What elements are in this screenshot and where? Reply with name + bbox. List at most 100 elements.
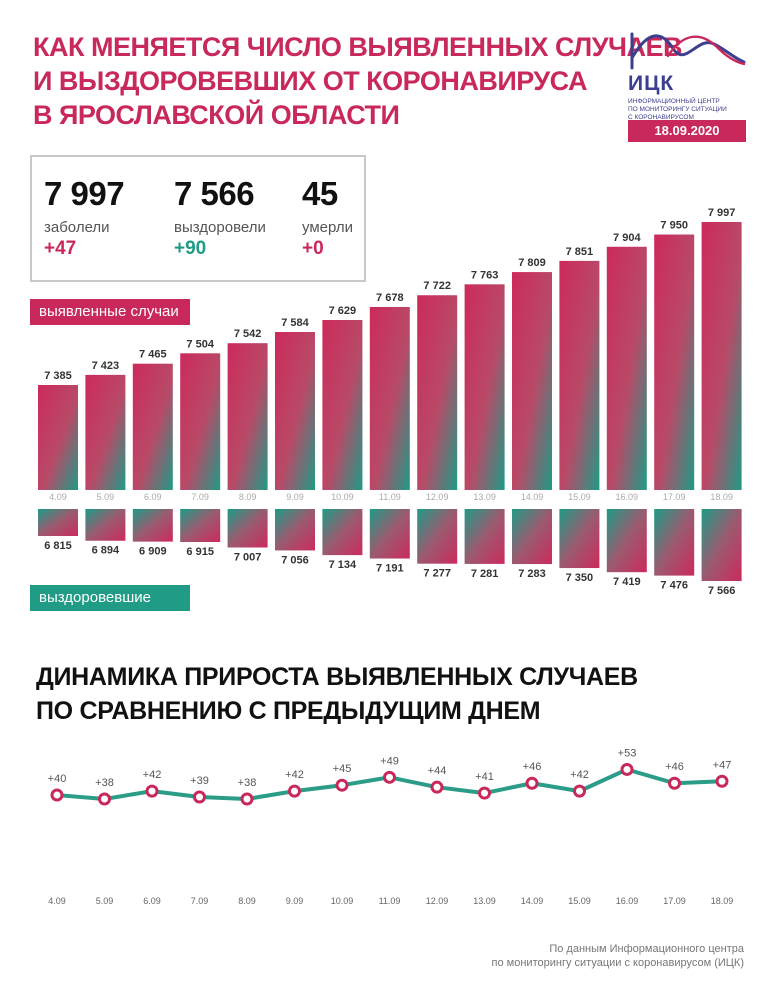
detected-bar xyxy=(275,331,315,490)
growth-point-label: +41 xyxy=(475,771,494,783)
stat-sick-label: заболели xyxy=(44,219,110,236)
stat-recovered-delta: +90 xyxy=(174,238,207,259)
line-date-tick-label: 17.09 xyxy=(663,896,686,906)
growth-point xyxy=(335,778,349,792)
detected-bar-label: 7 584 xyxy=(281,317,309,329)
date-badge: 18.09.2020 xyxy=(628,120,746,142)
recovered-bar xyxy=(322,509,363,556)
recovered-bar xyxy=(417,509,458,564)
detected-bar xyxy=(701,222,742,490)
date-tick-label: 17.09 xyxy=(663,492,686,502)
date-tick-label: 9.09 xyxy=(286,492,304,502)
detected-bars: 7 385 4.09 7 423 5.09 7 465 6.09 7 504 7.09 7 54… xyxy=(38,207,742,502)
detected-bar xyxy=(180,353,221,490)
recovered-bar-label: 7 277 xyxy=(423,568,451,580)
stat-recovered-label: выздоровели xyxy=(174,219,266,236)
detected-bar-label: 7 678 xyxy=(376,292,404,304)
line-chart-title: ДИНАМИКА ПРИРОСТА ВЫЯВЛЕННЫХ СЛУЧАЕВ ПО … xyxy=(36,660,638,728)
summary-box: 7 997 заболели +47 7 566 выздоровели +90… xyxy=(30,155,366,282)
recovered-bar xyxy=(180,509,221,542)
recovered-bar xyxy=(38,509,78,536)
line-date-tick-label: 8.09 xyxy=(238,896,256,906)
title-line-2: И ВЫЗДОРОВЕВШИХ ОТ КОРОНАВИРУСА xyxy=(33,66,588,96)
line-date-tick-label: 9.09 xyxy=(286,896,304,906)
growth-point xyxy=(383,770,396,784)
detected-bar-label: 7 997 xyxy=(708,207,736,219)
growth-point-label: +38 xyxy=(95,777,114,789)
date-tick-label: 14.09 xyxy=(521,492,544,502)
logo: ИЦК ИНФОРМАЦИОННЫЙ ЦЕНТР ПО МОНИТОРИНГУ … xyxy=(628,28,746,122)
stat-died-label: умерли xyxy=(302,219,353,236)
recovered-bar xyxy=(464,509,505,564)
legend-recovered: выздоровевшие xyxy=(30,585,190,611)
recovered-bar-label: 7 007 xyxy=(234,552,262,564)
recovered-bar xyxy=(369,509,410,559)
growth-point xyxy=(478,786,491,800)
growth-point-label: +39 xyxy=(190,775,209,787)
legend-detected: выявленные случаи xyxy=(30,299,190,325)
logo-subtitle-line-2: ПО МОНИТОРИНГУ СИТУАЦИИ xyxy=(628,106,727,113)
date-tick-label: 10.09 xyxy=(331,492,354,502)
line-date-tick-label: 13.09 xyxy=(473,896,496,906)
growth-point xyxy=(668,776,681,790)
line-date-tick-label: 6.09 xyxy=(143,896,161,906)
detected-bar xyxy=(512,272,552,490)
detected-bar-label: 7 809 xyxy=(518,257,546,269)
recovered-bar-label: 7 566 xyxy=(708,585,736,597)
date-tick-label: 8.09 xyxy=(239,492,257,502)
growth-point xyxy=(715,774,729,788)
growth-point xyxy=(620,762,634,776)
detected-bar xyxy=(85,374,126,490)
recovered-bar-label: 6 909 xyxy=(139,546,167,558)
recovered-bar xyxy=(132,509,173,542)
line-date-tick-label: 5.09 xyxy=(96,896,114,906)
stat-sick-value: 7 997 xyxy=(44,175,125,212)
recovered-bar xyxy=(85,509,126,541)
detected-bar xyxy=(559,260,600,490)
detected-bar xyxy=(132,363,173,490)
detected-bar xyxy=(38,385,78,490)
growth-point xyxy=(288,784,301,798)
stat-died-value: 45 xyxy=(302,175,338,212)
logo-subtitle-line-3: С КОРОНАВИРУСОМ xyxy=(628,114,694,121)
line-date-tick-label: 16.09 xyxy=(616,896,639,906)
date-tick-label: 4.09 xyxy=(49,492,67,502)
detected-bar xyxy=(417,295,458,490)
detected-bar-label: 7 385 xyxy=(44,370,72,382)
growth-point xyxy=(573,784,586,798)
recovered-bar xyxy=(654,509,695,576)
recovered-bar xyxy=(275,509,315,551)
line-date-tick-label: 12.09 xyxy=(426,896,449,906)
logo-name: ИЦК xyxy=(628,72,675,95)
detected-bar-label: 7 629 xyxy=(329,305,357,317)
line-date-tick-label: 14.09 xyxy=(521,896,544,906)
detected-bar-label: 7 542 xyxy=(234,328,262,340)
source-note: По данным Информационного центра по мони… xyxy=(492,942,744,970)
detected-bar-label: 7 504 xyxy=(186,338,214,350)
recovered-bar-label: 7 281 xyxy=(471,568,499,580)
stat-recovered: 7 566 выздоровели +90 xyxy=(174,175,266,260)
line-date-tick-label: 7.09 xyxy=(191,896,209,906)
growth-point xyxy=(98,792,111,806)
detected-bar-label: 7 722 xyxy=(423,280,451,292)
line-chart-title-line-2: ПО СРАВНЕНИЮ С ПРЕДЫДУЩИМ ДНЕМ xyxy=(36,697,541,725)
date-tick-label: 7.09 xyxy=(191,492,209,502)
source-note-line-2: по мониторингу ситуации с коронавирусом … xyxy=(491,957,744,969)
detected-bar xyxy=(227,343,268,490)
recovered-bar-label: 7 283 xyxy=(518,568,546,580)
growth-point-label: +45 xyxy=(333,763,352,775)
source-note-line-1: По данным Информационного центра xyxy=(549,943,744,955)
detected-bar-label: 7 465 xyxy=(139,349,167,361)
detected-bar-label: 7 851 xyxy=(566,246,594,258)
growth-point xyxy=(145,784,159,798)
growth-point-label: +46 xyxy=(665,761,684,773)
line-date-tick-label: 18.09 xyxy=(711,896,734,906)
growth-point-label: +42 xyxy=(570,769,589,781)
date-tick-label: 13.09 xyxy=(473,492,496,502)
growth-point-label: +46 xyxy=(523,761,542,773)
growth-point xyxy=(240,792,254,806)
detected-bar-label: 7 423 xyxy=(92,360,120,372)
date-tick-label: 6.09 xyxy=(144,492,162,502)
detected-bar xyxy=(369,306,410,490)
